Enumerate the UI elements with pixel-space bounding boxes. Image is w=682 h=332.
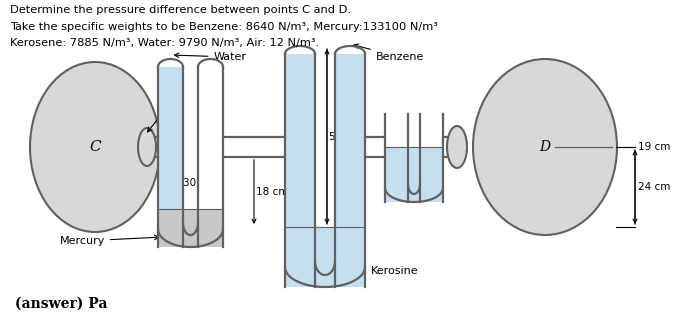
Ellipse shape [30,62,160,232]
Bar [285,54,315,227]
Bar [158,67,183,209]
Text: C: C [89,140,101,154]
Text: (answer) Pa: (answer) Pa [15,297,108,311]
Bar [385,147,443,202]
Bar [198,67,223,209]
Text: 24 cm: 24 cm [638,182,670,192]
Text: Determine the pressure difference between points C and D.: Determine the pressure difference betwee… [10,5,351,15]
Bar [158,209,223,247]
Text: Water: Water [175,52,246,62]
Bar [285,227,365,287]
Text: Kerosene: 7885 N/m³, Water: 9790 N/m³, Air: 12 N/m³.: Kerosene: 7885 N/m³, Water: 9790 N/m³, A… [10,38,319,48]
Text: Take the specific weights to be Benzene: 8640 N/m³, Mercury:133100 N/m³: Take the specific weights to be Benzene:… [10,22,438,32]
Ellipse shape [473,59,617,235]
Text: 19 cm: 19 cm [638,142,670,152]
Text: Mercury: Mercury [59,235,159,246]
Ellipse shape [138,128,156,166]
Text: Kerosine: Kerosine [329,266,419,279]
Text: Air: Air [147,99,178,132]
Text: 18 cm: 18 cm [256,187,288,197]
Text: 50 cm: 50 cm [329,131,361,141]
Text: D: D [539,140,550,154]
Text: Benzene: Benzene [354,44,424,62]
Text: 30 cm: 30 cm [183,178,216,188]
Ellipse shape [447,126,467,168]
Bar [335,54,365,227]
